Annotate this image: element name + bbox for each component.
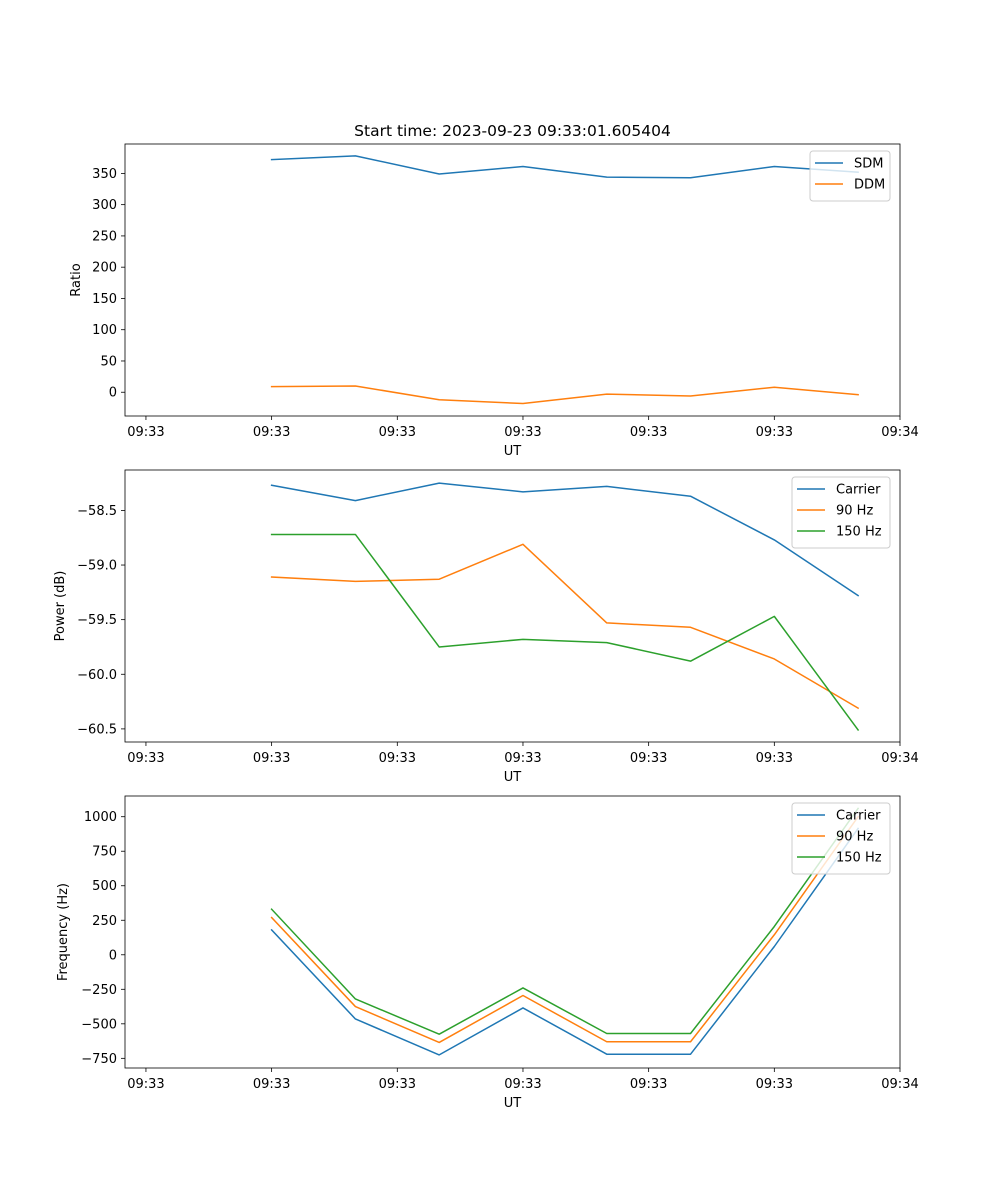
legend-label: 90 Hz (836, 504, 873, 519)
legend-label: 150 Hz (836, 525, 882, 540)
x-tick-label: 09:33 (630, 1077, 667, 1092)
series-line-150-hz (270, 807, 860, 1035)
x-tick-label: 09:33 (630, 425, 667, 440)
y-tick-label: 50 (100, 354, 117, 369)
x-tick-label: 09:34 (881, 425, 918, 440)
axes-frame (124, 469, 901, 743)
legend: SDM DDM (809, 150, 891, 202)
figure-title: Start time: 2023-09-23 09:33:01.605404 (354, 122, 671, 140)
x-tick-label: 09:33 (379, 425, 416, 440)
y-tick-label: −60.5 (77, 722, 117, 737)
legend-label: 150 Hz (836, 851, 882, 866)
x-tick-label: 09:33 (253, 751, 290, 766)
y-tick-label: −59.0 (77, 559, 117, 574)
y-tick-label: 250 (92, 229, 117, 244)
y-tick-label: 1000 (84, 810, 117, 825)
x-tick-label: 09:33 (379, 1077, 416, 1092)
y-tick-label: −500 (81, 1017, 117, 1032)
y-tick-label: 100 (92, 323, 117, 338)
series-line-150-hz (270, 533, 860, 732)
x-tick-label: 09:33 (756, 425, 793, 440)
legend-label: Carrier (836, 809, 881, 824)
y-tick-label: 200 (92, 261, 117, 276)
y-tick-label: 750 (92, 845, 117, 860)
axes-frame (124, 795, 901, 1069)
x-tick-label: 09:33 (504, 425, 541, 440)
x-tick-label: 09:33 (756, 1077, 793, 1092)
legend-label: Carrier (836, 483, 881, 498)
y-tick-label: −58.5 (77, 504, 117, 519)
axes-frame (124, 143, 901, 417)
legend-label: SDM (854, 157, 883, 172)
y-tick-label: 150 (92, 292, 117, 307)
x-tick-label: 09:33 (127, 1077, 164, 1092)
y-axis-label: Power (dB) (53, 571, 68, 642)
x-tick-label: 09:33 (630, 751, 667, 766)
x-tick-label: 09:33 (253, 1077, 290, 1092)
series-line-ddm (270, 385, 859, 405)
subplot-panels: 09:33 09:33 09:33 09:33 09:33 09:33 09:34 0 50 10… (53, 143, 919, 1111)
legend-label: DDM (854, 178, 885, 193)
legend: Carrier 90 Hz 150 Hz (791, 476, 891, 549)
x-tick-label: 09:33 (379, 751, 416, 766)
x-tick-label: 09:34 (881, 751, 918, 766)
x-axis-label: UT (504, 770, 522, 785)
series-line-90-hz (270, 815, 860, 1044)
x-tick-label: 09:33 (127, 751, 164, 766)
x-tick-label: 09:33 (127, 425, 164, 440)
series-line-carrier (270, 827, 860, 1056)
y-tick-label: −250 (81, 983, 117, 998)
y-tick-label: 0 (109, 386, 117, 401)
series-line-90-hz (270, 543, 860, 710)
subplot-2: 09:33 09:33 09:33 09:33 09:33 09:33 09:34 −60.5… (53, 469, 919, 785)
y-tick-label: 250 (92, 914, 117, 929)
x-tick-label: 09:33 (504, 751, 541, 766)
y-tick-label: −59.5 (77, 613, 117, 628)
legend: Carrier 90 Hz 150 Hz (791, 802, 891, 875)
y-axis-label: Frequency (Hz) (56, 883, 71, 981)
y-tick-label: 0 (109, 948, 117, 963)
series-line-sdm (270, 155, 859, 179)
y-tick-label: 500 (92, 879, 117, 894)
y-axis-label: Ratio (69, 263, 84, 296)
legend-label: 90 Hz (836, 830, 873, 845)
y-tick-label: 300 (92, 198, 117, 213)
series-line-carrier (270, 482, 860, 597)
x-tick-label: 09:33 (756, 751, 793, 766)
y-tick-label: −60.0 (77, 668, 117, 683)
x-axis-label: UT (504, 1096, 522, 1111)
subplot-3: 09:33 09:33 09:33 09:33 09:33 09:33 09:34 −750 −… (56, 795, 919, 1111)
x-tick-label: 09:33 (253, 425, 290, 440)
subplot-1: 09:33 09:33 09:33 09:33 09:33 09:33 09:34 0 50 10… (69, 143, 919, 459)
y-tick-label: −750 (81, 1052, 117, 1067)
y-tick-label: 350 (92, 167, 117, 182)
x-axis-label: UT (504, 444, 522, 459)
x-tick-label: 09:33 (504, 1077, 541, 1092)
x-tick-label: 09:34 (881, 1077, 918, 1092)
